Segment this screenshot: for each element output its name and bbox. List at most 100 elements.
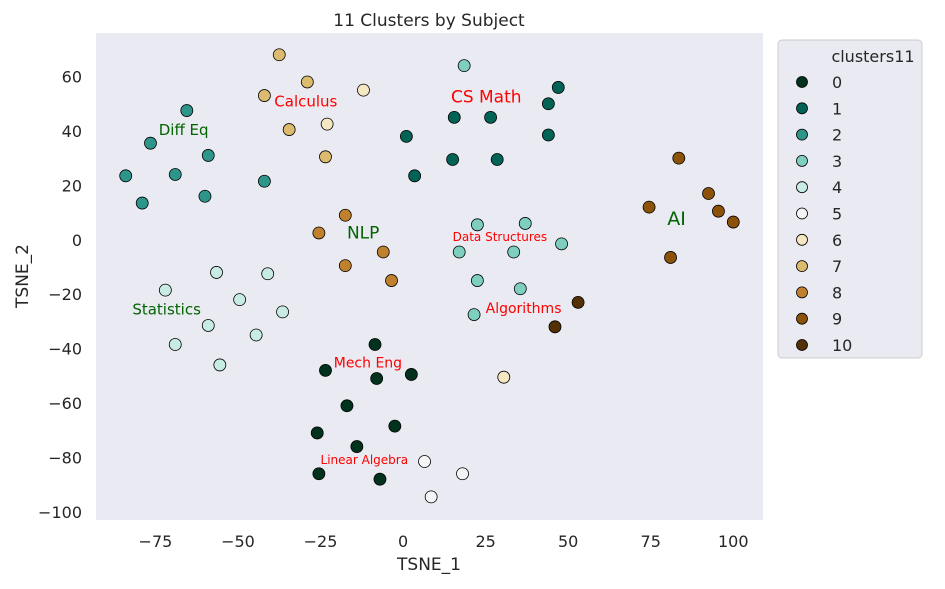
cluster-2-point xyxy=(198,189,212,203)
cluster-3-point xyxy=(452,245,466,259)
y-axis-title: TSNE_2 xyxy=(13,244,33,309)
legend-label: 5 xyxy=(832,205,842,224)
cluster-8-point xyxy=(376,245,390,259)
x-axis-title: TSNE_1 xyxy=(396,555,461,575)
cluster-9-point xyxy=(664,251,677,264)
cluster-1-point xyxy=(490,153,504,166)
cluster-1-point xyxy=(447,110,461,124)
legend-label: 1 xyxy=(832,99,842,118)
cluster-2-point xyxy=(258,174,271,188)
cluster-7-point xyxy=(319,150,332,164)
cluster-4-point xyxy=(276,305,289,319)
y-tick-label: −100 xyxy=(38,503,82,522)
cluster-3-point xyxy=(467,308,481,321)
legend-marker xyxy=(796,128,808,141)
cluster-3-point xyxy=(555,237,568,251)
legend-label: 8 xyxy=(832,283,842,302)
cluster-4-point xyxy=(201,319,215,332)
cluster-1-point xyxy=(541,97,555,111)
legend-label: 9 xyxy=(832,310,842,329)
x-tick-label: 0 xyxy=(398,532,408,551)
cluster-0-point xyxy=(373,472,387,486)
cluster-6-point xyxy=(357,83,370,97)
legend-marker xyxy=(796,76,808,88)
y-tick-label: −40 xyxy=(48,340,82,359)
annotation-label: NLP xyxy=(347,223,379,243)
cluster-5-point xyxy=(424,490,438,504)
cluster-2-point xyxy=(168,168,182,181)
cluster-9-point xyxy=(642,200,656,214)
cluster-3-point xyxy=(457,59,471,73)
cluster-2-point xyxy=(201,149,215,162)
cluster-10-point xyxy=(548,320,562,334)
cluster-9-point xyxy=(702,187,715,200)
x-tick-label: 50 xyxy=(558,532,578,551)
x-tick-label: 25 xyxy=(475,532,495,551)
legend-marker xyxy=(796,339,808,351)
legend-label: 6 xyxy=(832,231,842,250)
annotation-label: Calculus xyxy=(274,92,337,110)
plot-area xyxy=(96,33,763,520)
cluster-8-point xyxy=(385,274,398,287)
annotation-label: Data Structures xyxy=(453,230,548,244)
cluster-0-point xyxy=(368,338,382,351)
legend-label: 4 xyxy=(832,178,842,197)
y-tick-label: 60 xyxy=(62,68,82,87)
legend-entries: 0 1 2 3 4 5 6 7 8 9 10 xyxy=(796,73,852,355)
chart-title: 11 Clusters by Subject xyxy=(333,11,525,31)
legend-marker xyxy=(796,102,808,115)
legend-marker xyxy=(796,154,808,167)
cluster-4-point xyxy=(249,328,263,342)
legend-label: 0 xyxy=(832,73,842,92)
cluster-2-point xyxy=(119,169,133,183)
cluster-9-point xyxy=(712,204,725,218)
cluster-1-point xyxy=(484,110,497,124)
cluster-4-point xyxy=(233,293,247,307)
cluster-5-point xyxy=(418,455,431,468)
legend-label: 3 xyxy=(832,152,842,171)
legend-label: 7 xyxy=(832,257,842,276)
cluster-9-point xyxy=(726,215,740,229)
cluster-8-point xyxy=(338,208,352,222)
cluster-8-point xyxy=(338,259,352,273)
cluster-annotations: Calculus CS Math Diff Eq NLP AI Data Structur… xyxy=(132,87,686,467)
cluster-3-point xyxy=(513,282,527,296)
legend-marker xyxy=(796,207,808,220)
cluster-0-point xyxy=(388,419,402,433)
legend-marker xyxy=(796,260,808,273)
x-tick-label: −50 xyxy=(221,532,255,551)
legend-label: 2 xyxy=(832,126,842,145)
cluster-10-point xyxy=(571,295,585,309)
annotation-label: Mech Eng xyxy=(334,356,402,372)
cluster-3-point xyxy=(507,245,521,259)
annotation-label: CS Math xyxy=(451,87,522,107)
cluster-8-point xyxy=(312,226,326,240)
y-tick-label: 20 xyxy=(62,176,82,195)
cluster-0-point xyxy=(370,372,384,385)
cluster-2-point xyxy=(180,104,194,117)
cluster-4-point xyxy=(210,266,223,279)
y-tick-label: 0 xyxy=(72,231,82,250)
cluster-3-point xyxy=(470,274,484,287)
y-tick-label: −20 xyxy=(48,285,82,304)
cluster-4-point xyxy=(158,283,172,297)
data-points xyxy=(119,48,740,504)
cluster-1-point xyxy=(408,169,422,183)
cluster-1-point xyxy=(541,128,555,142)
y-tick-label: 40 xyxy=(62,122,82,141)
cluster-5-point xyxy=(456,467,469,481)
y-tick-label: −60 xyxy=(48,394,82,413)
cluster-2-point xyxy=(144,136,157,150)
cluster-2-point xyxy=(135,196,149,210)
cluster-7-point xyxy=(300,75,314,89)
cluster-4-point xyxy=(261,267,275,281)
annotation-label: Statistics xyxy=(132,301,201,319)
annotation-label: Diff Eq xyxy=(159,121,209,139)
x-tick-label: −25 xyxy=(304,532,338,551)
cluster-3-point xyxy=(470,218,484,232)
cluster-6-point xyxy=(497,370,511,384)
cluster-7-point xyxy=(258,89,271,102)
cluster-0-point xyxy=(350,440,364,453)
legend-label: 10 xyxy=(832,336,852,355)
